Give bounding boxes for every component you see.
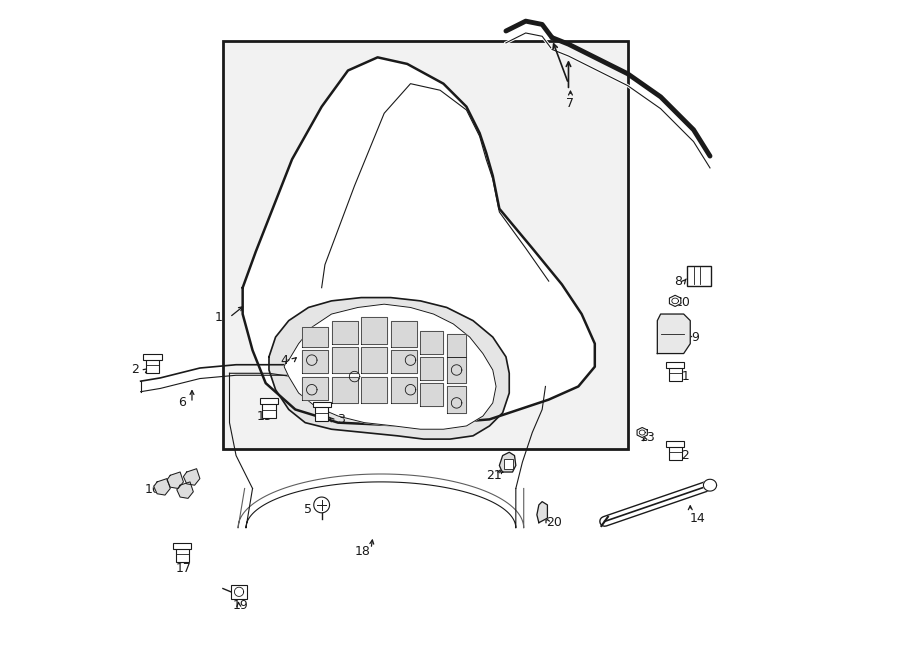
Polygon shape bbox=[361, 347, 388, 373]
Polygon shape bbox=[284, 304, 496, 429]
Polygon shape bbox=[446, 387, 466, 412]
Bar bbox=[666, 362, 684, 368]
Polygon shape bbox=[302, 327, 328, 347]
Polygon shape bbox=[391, 321, 417, 347]
Bar bbox=[504, 459, 512, 469]
Text: 21: 21 bbox=[486, 469, 502, 482]
Polygon shape bbox=[314, 497, 329, 513]
Polygon shape bbox=[391, 350, 417, 373]
Polygon shape bbox=[331, 377, 358, 403]
Bar bbox=[230, 584, 248, 599]
Text: 13: 13 bbox=[640, 431, 655, 444]
Bar bbox=[173, 543, 191, 549]
Bar bbox=[315, 405, 328, 421]
Bar bbox=[263, 402, 275, 418]
Polygon shape bbox=[420, 383, 444, 407]
Text: 4: 4 bbox=[280, 354, 288, 367]
Polygon shape bbox=[446, 357, 466, 383]
Text: 6: 6 bbox=[178, 397, 186, 409]
Polygon shape bbox=[500, 452, 516, 472]
Bar bbox=[143, 354, 162, 360]
Text: 17: 17 bbox=[176, 563, 192, 575]
Polygon shape bbox=[243, 58, 595, 426]
Text: 5: 5 bbox=[304, 503, 312, 516]
Text: 2: 2 bbox=[131, 364, 140, 377]
Bar bbox=[669, 366, 681, 381]
Text: 9: 9 bbox=[691, 330, 699, 344]
Polygon shape bbox=[154, 479, 170, 495]
Polygon shape bbox=[361, 317, 388, 344]
Polygon shape bbox=[637, 428, 647, 438]
Text: 3: 3 bbox=[338, 413, 346, 426]
Text: 8: 8 bbox=[674, 274, 682, 288]
Text: 15: 15 bbox=[256, 410, 273, 422]
Text: 16: 16 bbox=[145, 483, 160, 496]
Bar bbox=[260, 399, 278, 404]
Text: 1: 1 bbox=[214, 311, 222, 324]
Text: 7: 7 bbox=[566, 97, 574, 110]
FancyBboxPatch shape bbox=[687, 266, 711, 286]
Polygon shape bbox=[269, 297, 509, 439]
Polygon shape bbox=[176, 482, 194, 498]
Polygon shape bbox=[167, 472, 184, 488]
Polygon shape bbox=[420, 330, 444, 354]
Text: 18: 18 bbox=[355, 545, 371, 557]
Text: 10: 10 bbox=[675, 296, 691, 309]
Bar bbox=[669, 444, 681, 460]
Polygon shape bbox=[704, 479, 716, 491]
Text: 19: 19 bbox=[233, 599, 248, 612]
Bar bbox=[666, 442, 684, 447]
Polygon shape bbox=[657, 314, 690, 354]
Bar bbox=[146, 358, 159, 373]
Polygon shape bbox=[361, 377, 388, 403]
Text: 11: 11 bbox=[674, 370, 690, 383]
Polygon shape bbox=[537, 502, 547, 523]
Polygon shape bbox=[331, 321, 358, 344]
Polygon shape bbox=[446, 334, 466, 357]
Text: 12: 12 bbox=[674, 449, 690, 462]
Polygon shape bbox=[391, 377, 417, 403]
Polygon shape bbox=[420, 357, 444, 380]
Polygon shape bbox=[670, 295, 680, 307]
Text: 20: 20 bbox=[546, 516, 562, 529]
Polygon shape bbox=[331, 347, 358, 373]
Bar bbox=[312, 402, 331, 407]
Text: 14: 14 bbox=[689, 512, 706, 525]
Polygon shape bbox=[184, 469, 200, 485]
Polygon shape bbox=[302, 377, 328, 400]
Bar bbox=[223, 41, 627, 449]
Bar bbox=[176, 547, 189, 563]
Polygon shape bbox=[302, 350, 328, 373]
